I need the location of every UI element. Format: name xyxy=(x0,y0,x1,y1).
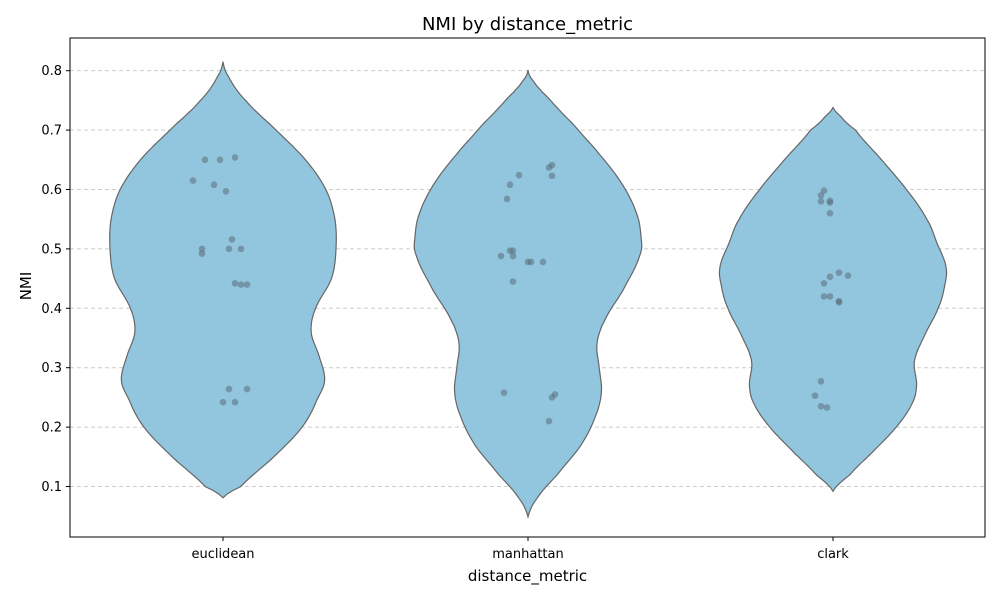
y-tick-label: 0.6 xyxy=(41,183,62,198)
y-axis-label: NMI xyxy=(17,272,35,301)
y-tick-label: 0.2 xyxy=(41,421,62,436)
data-point-clark xyxy=(826,199,834,206)
y-tick-label: 0.3 xyxy=(41,361,62,376)
data-point-manhattan xyxy=(527,258,535,266)
data-point-euclidean xyxy=(237,281,245,288)
data-point-euclidean xyxy=(201,156,209,164)
data-point-manhattan xyxy=(497,252,505,260)
data-point-clark xyxy=(826,209,834,217)
data-point-euclidean xyxy=(231,154,239,161)
x-axis-label: distance_metric xyxy=(468,567,587,586)
y-tick-label: 0.1 xyxy=(41,480,62,495)
data-point-manhattan xyxy=(548,394,556,401)
data-point-clark xyxy=(826,273,834,281)
data-point-euclidean xyxy=(198,245,206,253)
point-layer xyxy=(189,154,852,425)
data-point-clark xyxy=(844,272,852,279)
x-tick-label-euclidean: euclidean xyxy=(191,547,254,562)
x-axis-ticks: euclidean manhattan clark xyxy=(191,537,849,562)
violin-euclidean xyxy=(109,61,337,499)
x-tick-label-manhattan: manhattan xyxy=(492,547,563,562)
data-point-clark xyxy=(817,403,825,410)
data-point-euclidean xyxy=(210,181,218,189)
data-point-manhattan xyxy=(545,164,553,171)
data-point-euclidean xyxy=(243,385,251,393)
data-point-euclidean xyxy=(228,236,236,243)
data-point-clark xyxy=(835,269,843,276)
x-tick-label-clark: clark xyxy=(817,547,849,562)
violin-clark xyxy=(718,106,948,493)
data-point-euclidean xyxy=(222,187,230,195)
y-tick-label: 0.8 xyxy=(41,64,62,79)
data-point-clark xyxy=(823,404,831,411)
data-point-euclidean xyxy=(237,245,245,253)
data-point-manhattan xyxy=(500,389,508,396)
data-point-manhattan xyxy=(539,258,547,266)
y-tick-label: 0.4 xyxy=(41,302,62,317)
data-point-euclidean xyxy=(231,280,239,287)
data-point-manhattan xyxy=(506,181,514,189)
data-point-euclidean xyxy=(225,385,233,393)
data-point-euclidean xyxy=(189,177,197,184)
data-point-manhattan xyxy=(509,278,517,285)
data-point-clark xyxy=(817,198,825,205)
violin-manhattan xyxy=(413,69,643,519)
data-point-manhattan xyxy=(515,171,523,179)
y-axis-ticks: 0.1 0.2 0.3 0.4 0.5 0.6 0.7 0.8 xyxy=(41,64,70,495)
data-point-euclidean xyxy=(198,250,206,257)
data-point-manhattan xyxy=(503,195,511,203)
data-point-clark xyxy=(817,378,825,385)
data-point-clark xyxy=(820,187,828,194)
y-tick-label: 0.7 xyxy=(41,124,62,139)
data-point-manhattan xyxy=(509,247,517,254)
y-tick-label: 0.5 xyxy=(41,242,62,257)
chart-title: NMI by distance_metric xyxy=(422,14,633,35)
violin-layer xyxy=(109,61,948,519)
data-point-euclidean xyxy=(219,398,227,406)
data-point-manhattan xyxy=(548,172,556,180)
data-point-manhattan xyxy=(509,252,517,260)
data-point-clark xyxy=(835,299,843,306)
data-point-euclidean xyxy=(216,156,224,164)
data-point-euclidean xyxy=(225,245,233,253)
data-point-euclidean xyxy=(231,398,239,406)
data-point-clark xyxy=(820,280,828,287)
data-point-manhattan xyxy=(545,417,553,425)
data-point-clark xyxy=(820,293,828,300)
data-point-clark xyxy=(826,293,834,300)
data-point-clark xyxy=(811,392,819,399)
data-point-euclidean xyxy=(243,281,251,288)
data-point-clark xyxy=(817,192,825,199)
